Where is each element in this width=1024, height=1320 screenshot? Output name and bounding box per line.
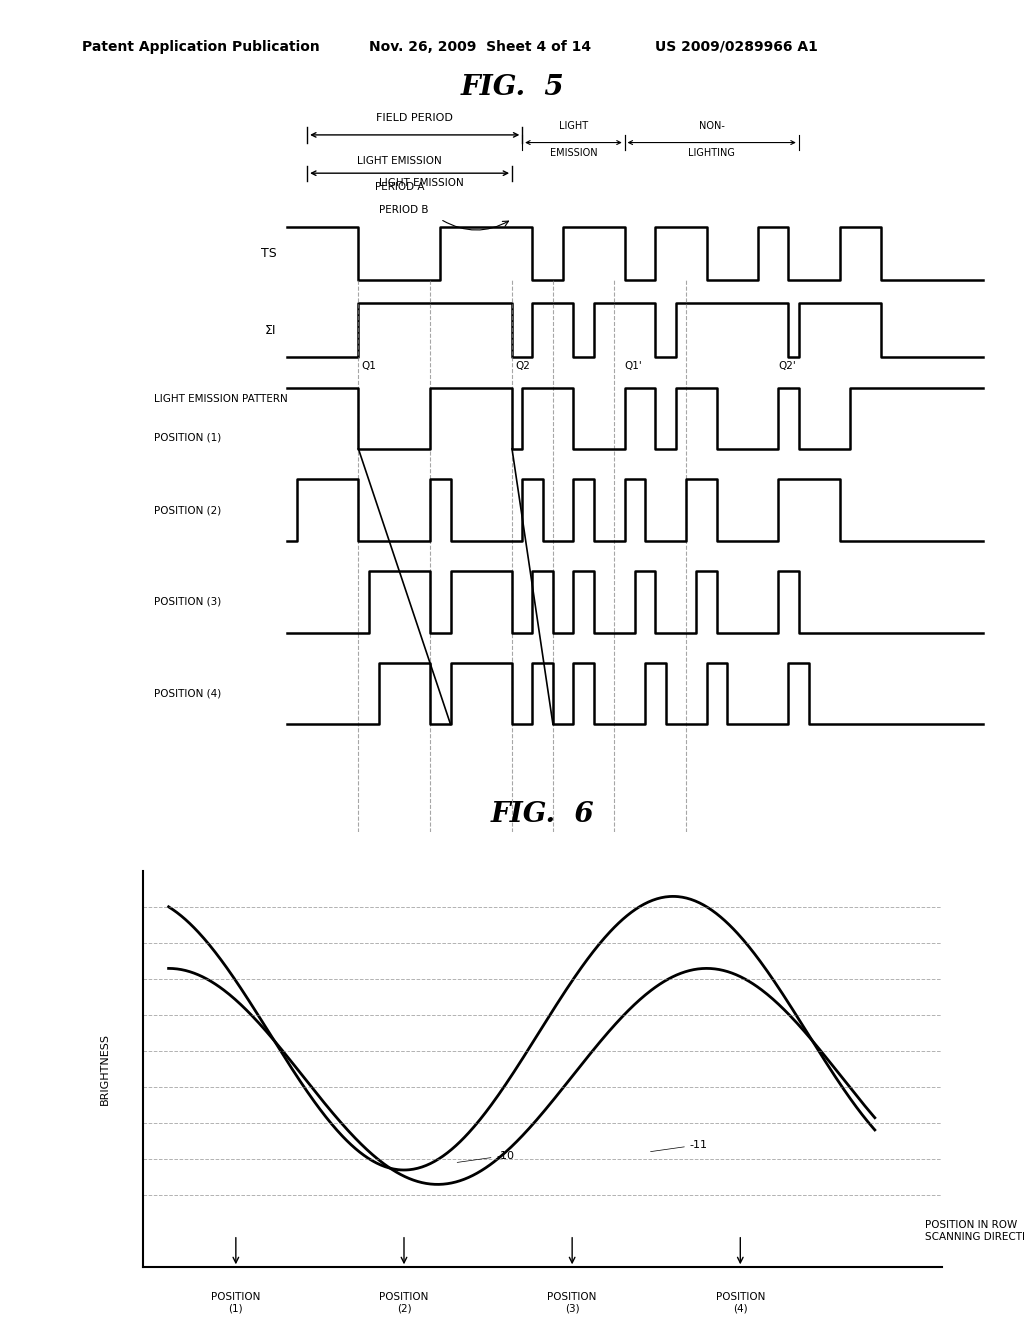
- Text: FIELD PERIOD: FIELD PERIOD: [376, 114, 454, 124]
- Text: PERIOD B: PERIOD B: [379, 206, 428, 215]
- Text: POSITION IN ROW
SCANNING DIRECTION: POSITION IN ROW SCANNING DIRECTION: [926, 1220, 1024, 1242]
- Text: POSITION (4): POSITION (4): [154, 689, 221, 698]
- Text: POSITION (1): POSITION (1): [154, 433, 221, 442]
- Text: POSITION
(3): POSITION (3): [548, 1292, 597, 1313]
- Text: LIGHT EMISSION PATTERN: LIGHT EMISSION PATTERN: [154, 395, 288, 404]
- Text: US 2009/0289966 A1: US 2009/0289966 A1: [655, 40, 818, 54]
- Text: Q1': Q1': [625, 360, 642, 371]
- Text: Nov. 26, 2009  Sheet 4 of 14: Nov. 26, 2009 Sheet 4 of 14: [369, 40, 591, 54]
- Text: POSITION (2): POSITION (2): [154, 506, 221, 515]
- Text: EMISSION: EMISSION: [550, 148, 597, 158]
- Text: Patent Application Publication: Patent Application Publication: [82, 40, 319, 54]
- Text: LIGHT EMISSION: LIGHT EMISSION: [379, 178, 464, 189]
- Text: POSITION
(1): POSITION (1): [211, 1292, 260, 1313]
- Text: Q1: Q1: [361, 360, 377, 371]
- Text: Q2': Q2': [778, 360, 796, 371]
- Text: POSITION
(4): POSITION (4): [716, 1292, 765, 1313]
- Text: LIGHT: LIGHT: [559, 121, 588, 131]
- Text: FIG.  6: FIG. 6: [490, 801, 595, 828]
- Text: -11: -11: [650, 1139, 708, 1151]
- Text: -10: -10: [457, 1151, 514, 1163]
- Text: LIGHT EMISSION: LIGHT EMISSION: [357, 156, 441, 165]
- Text: ΣI: ΣI: [265, 323, 276, 337]
- Text: POSITION (3): POSITION (3): [154, 597, 221, 607]
- Text: LIGHTING: LIGHTING: [688, 148, 735, 158]
- Text: Q2: Q2: [515, 360, 530, 371]
- Text: PERIOD A: PERIOD A: [375, 182, 424, 193]
- Text: FIG.  5: FIG. 5: [460, 74, 564, 100]
- Text: BRIGHTNESS: BRIGHTNESS: [99, 1034, 110, 1105]
- Text: TS: TS: [261, 247, 276, 260]
- Text: POSITION
(2): POSITION (2): [379, 1292, 429, 1313]
- Text: NON-: NON-: [698, 121, 725, 131]
